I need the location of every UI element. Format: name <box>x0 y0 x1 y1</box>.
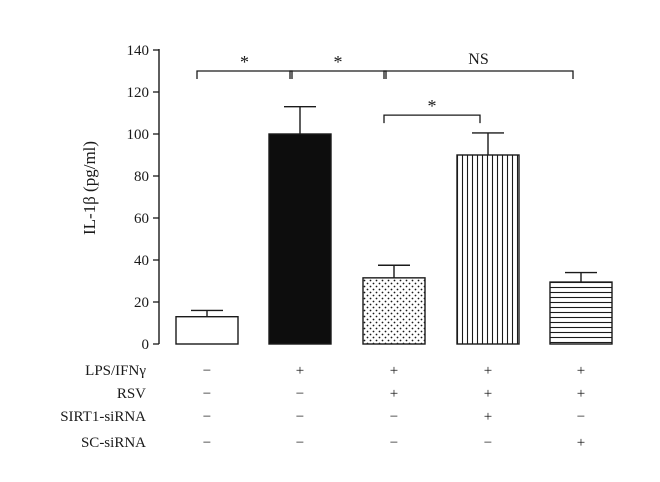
significance-bracket-3 <box>383 70 574 79</box>
condition-sign-r2-c3: + <box>390 386 398 402</box>
significance-bracket-2 <box>289 70 387 79</box>
condition-sign-r2-c4: + <box>484 386 492 402</box>
significance-label-1: * <box>240 52 249 72</box>
condition-sign-r3-c2: − <box>296 409 304 425</box>
condition-sign-r3-c3: − <box>390 409 398 425</box>
condition-sign-r4-c3: − <box>390 435 398 451</box>
y-tick-label-0: 0 <box>142 337 150 353</box>
condition-sign-r4-c2: − <box>296 435 304 451</box>
bar-3 <box>362 277 426 345</box>
bar-2 <box>268 133 332 345</box>
bars-group <box>175 133 613 345</box>
y-tick-label-40: 40 <box>134 253 149 269</box>
bar-4 <box>456 154 520 345</box>
condition-sign-r2-c5: + <box>577 386 585 402</box>
condition-sign-r4-c1: − <box>203 435 211 451</box>
condition-sign-r1-c1: − <box>203 363 211 379</box>
condition-label-sirt1-sirna: SIRT1-siRNA <box>60 409 146 425</box>
y-tick-label-80: 80 <box>134 169 149 185</box>
condition-sign-r1-c3: + <box>390 363 398 379</box>
condition-sign-r1-c2: + <box>296 363 304 379</box>
condition-sign-r2-c2: − <box>296 386 304 402</box>
condition-sign-r3-c4: + <box>484 409 492 425</box>
condition-table: LPS/IFNγ − + + + + RSV − − + + + SIRT1-siRNA − − − + − SC-… <box>60 363 585 451</box>
y-axis: 0 20 40 60 80 100 120 140 <box>127 43 160 353</box>
condition-label-sc-sirna: SC-siRNA <box>81 435 146 451</box>
y-axis-label: IL-1β (pg/ml) <box>80 141 99 235</box>
y-tick-label-120: 120 <box>127 85 150 101</box>
bar-1 <box>175 316 239 345</box>
significance-bracket-1 <box>196 70 293 79</box>
y-tick-label-60: 60 <box>134 211 149 227</box>
condition-sign-r4-c4: − <box>484 435 492 451</box>
condition-sign-r3-c5: − <box>577 409 585 425</box>
condition-sign-r1-c4: + <box>484 363 492 379</box>
significance-label-4: * <box>428 96 437 116</box>
error-bars-group <box>191 105 597 317</box>
condition-label-rsv: RSV <box>117 386 146 402</box>
y-tick-label-20: 20 <box>134 295 149 311</box>
condition-sign-r4-c5: + <box>577 435 585 451</box>
condition-label-lps-ifn-: LPS/IFNγ <box>85 363 146 379</box>
condition-sign-r3-c1: − <box>203 409 211 425</box>
significance-label-2: * <box>334 52 343 72</box>
bar-5 <box>549 281 613 345</box>
y-tick-label-140: 140 <box>127 43 150 59</box>
significance-label-3: NS <box>468 51 488 68</box>
significance-bracket-4 <box>383 114 481 124</box>
condition-sign-r2-c1: − <box>203 386 211 402</box>
condition-sign-r1-c5: + <box>577 363 585 379</box>
significance-brackets: * * NS * <box>196 51 574 124</box>
y-tick-label-100: 100 <box>127 127 150 143</box>
